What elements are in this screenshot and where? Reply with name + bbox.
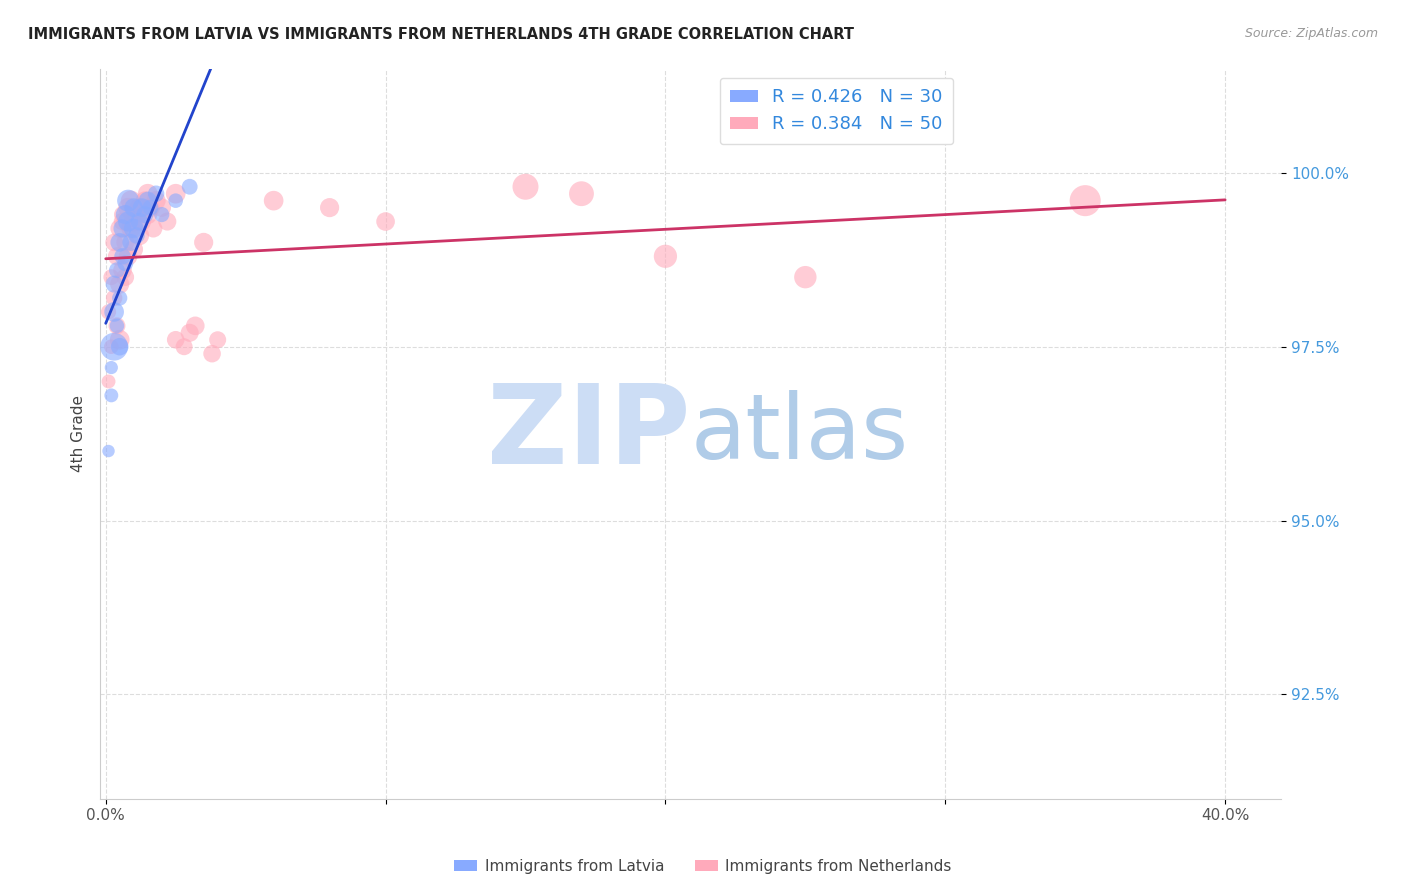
Point — [120, 235, 142, 250]
Text: atlas: atlas — [690, 390, 908, 477]
Point — [111, 214, 134, 228]
Point — [103, 235, 125, 250]
Point — [142, 221, 165, 235]
Point — [125, 208, 148, 222]
Point — [122, 214, 145, 228]
Point — [134, 208, 156, 222]
Point — [165, 194, 187, 208]
Point — [125, 228, 148, 243]
Point — [122, 201, 145, 215]
Point — [193, 235, 215, 250]
Point — [103, 291, 125, 305]
Point — [117, 249, 139, 263]
Point — [374, 214, 396, 228]
Point — [134, 194, 156, 208]
Text: ZIP: ZIP — [488, 380, 690, 487]
Point — [150, 208, 173, 222]
Point — [122, 221, 145, 235]
Point — [128, 214, 150, 228]
Point — [111, 208, 134, 222]
Point — [184, 318, 207, 333]
Point — [100, 270, 122, 285]
Point — [114, 235, 136, 250]
Point — [100, 388, 122, 402]
Point — [105, 318, 128, 333]
Point — [103, 340, 125, 354]
Point — [128, 201, 150, 215]
Point — [654, 249, 676, 263]
Point — [263, 194, 285, 208]
Point — [1074, 194, 1097, 208]
Point — [111, 249, 134, 263]
Point — [108, 340, 131, 354]
Text: IMMIGRANTS FROM LATVIA VS IMMIGRANTS FROM NETHERLANDS 4TH GRADE CORRELATION CHAR: IMMIGRANTS FROM LATVIA VS IMMIGRANTS FRO… — [28, 27, 853, 42]
Point — [515, 179, 537, 194]
Legend: R = 0.426   N = 30, R = 0.384   N = 50: R = 0.426 N = 30, R = 0.384 N = 50 — [720, 78, 953, 145]
Point — [100, 340, 122, 354]
Point — [108, 221, 131, 235]
Y-axis label: 4th Grade: 4th Grade — [72, 395, 86, 472]
Point — [794, 270, 817, 285]
Point — [179, 179, 201, 194]
Point — [117, 201, 139, 215]
Point — [318, 201, 340, 215]
Point — [97, 375, 120, 389]
Point — [108, 235, 131, 250]
Point — [114, 270, 136, 285]
Point — [139, 201, 162, 215]
Point — [201, 346, 224, 360]
Point — [165, 186, 187, 201]
Point — [97, 305, 120, 319]
Point — [207, 333, 229, 347]
Point — [105, 263, 128, 277]
Point — [139, 201, 162, 215]
Point — [145, 186, 167, 201]
Point — [105, 318, 128, 333]
Point — [108, 333, 131, 347]
Text: Source: ZipAtlas.com: Source: ZipAtlas.com — [1244, 27, 1378, 40]
Point — [105, 249, 128, 263]
Point — [103, 277, 125, 292]
Point — [114, 208, 136, 222]
Point — [108, 277, 131, 292]
Point — [108, 291, 131, 305]
Point — [117, 214, 139, 228]
Point — [131, 214, 153, 228]
Point — [136, 186, 159, 201]
Point — [156, 214, 179, 228]
Point — [131, 201, 153, 215]
Point — [120, 194, 142, 208]
Point — [165, 333, 187, 347]
Point — [111, 263, 134, 277]
Point — [103, 305, 125, 319]
Point — [122, 243, 145, 257]
Point — [179, 326, 201, 340]
Point — [136, 194, 159, 208]
Legend: Immigrants from Latvia, Immigrants from Netherlands: Immigrants from Latvia, Immigrants from … — [449, 853, 957, 880]
Point — [150, 201, 173, 215]
Point — [100, 360, 122, 375]
Point — [111, 221, 134, 235]
Point — [120, 221, 142, 235]
Point — [136, 208, 159, 222]
Point — [145, 194, 167, 208]
Point — [128, 228, 150, 243]
Point — [114, 256, 136, 270]
Point — [97, 444, 120, 458]
Point — [173, 340, 195, 354]
Point — [571, 186, 593, 201]
Point — [117, 194, 139, 208]
